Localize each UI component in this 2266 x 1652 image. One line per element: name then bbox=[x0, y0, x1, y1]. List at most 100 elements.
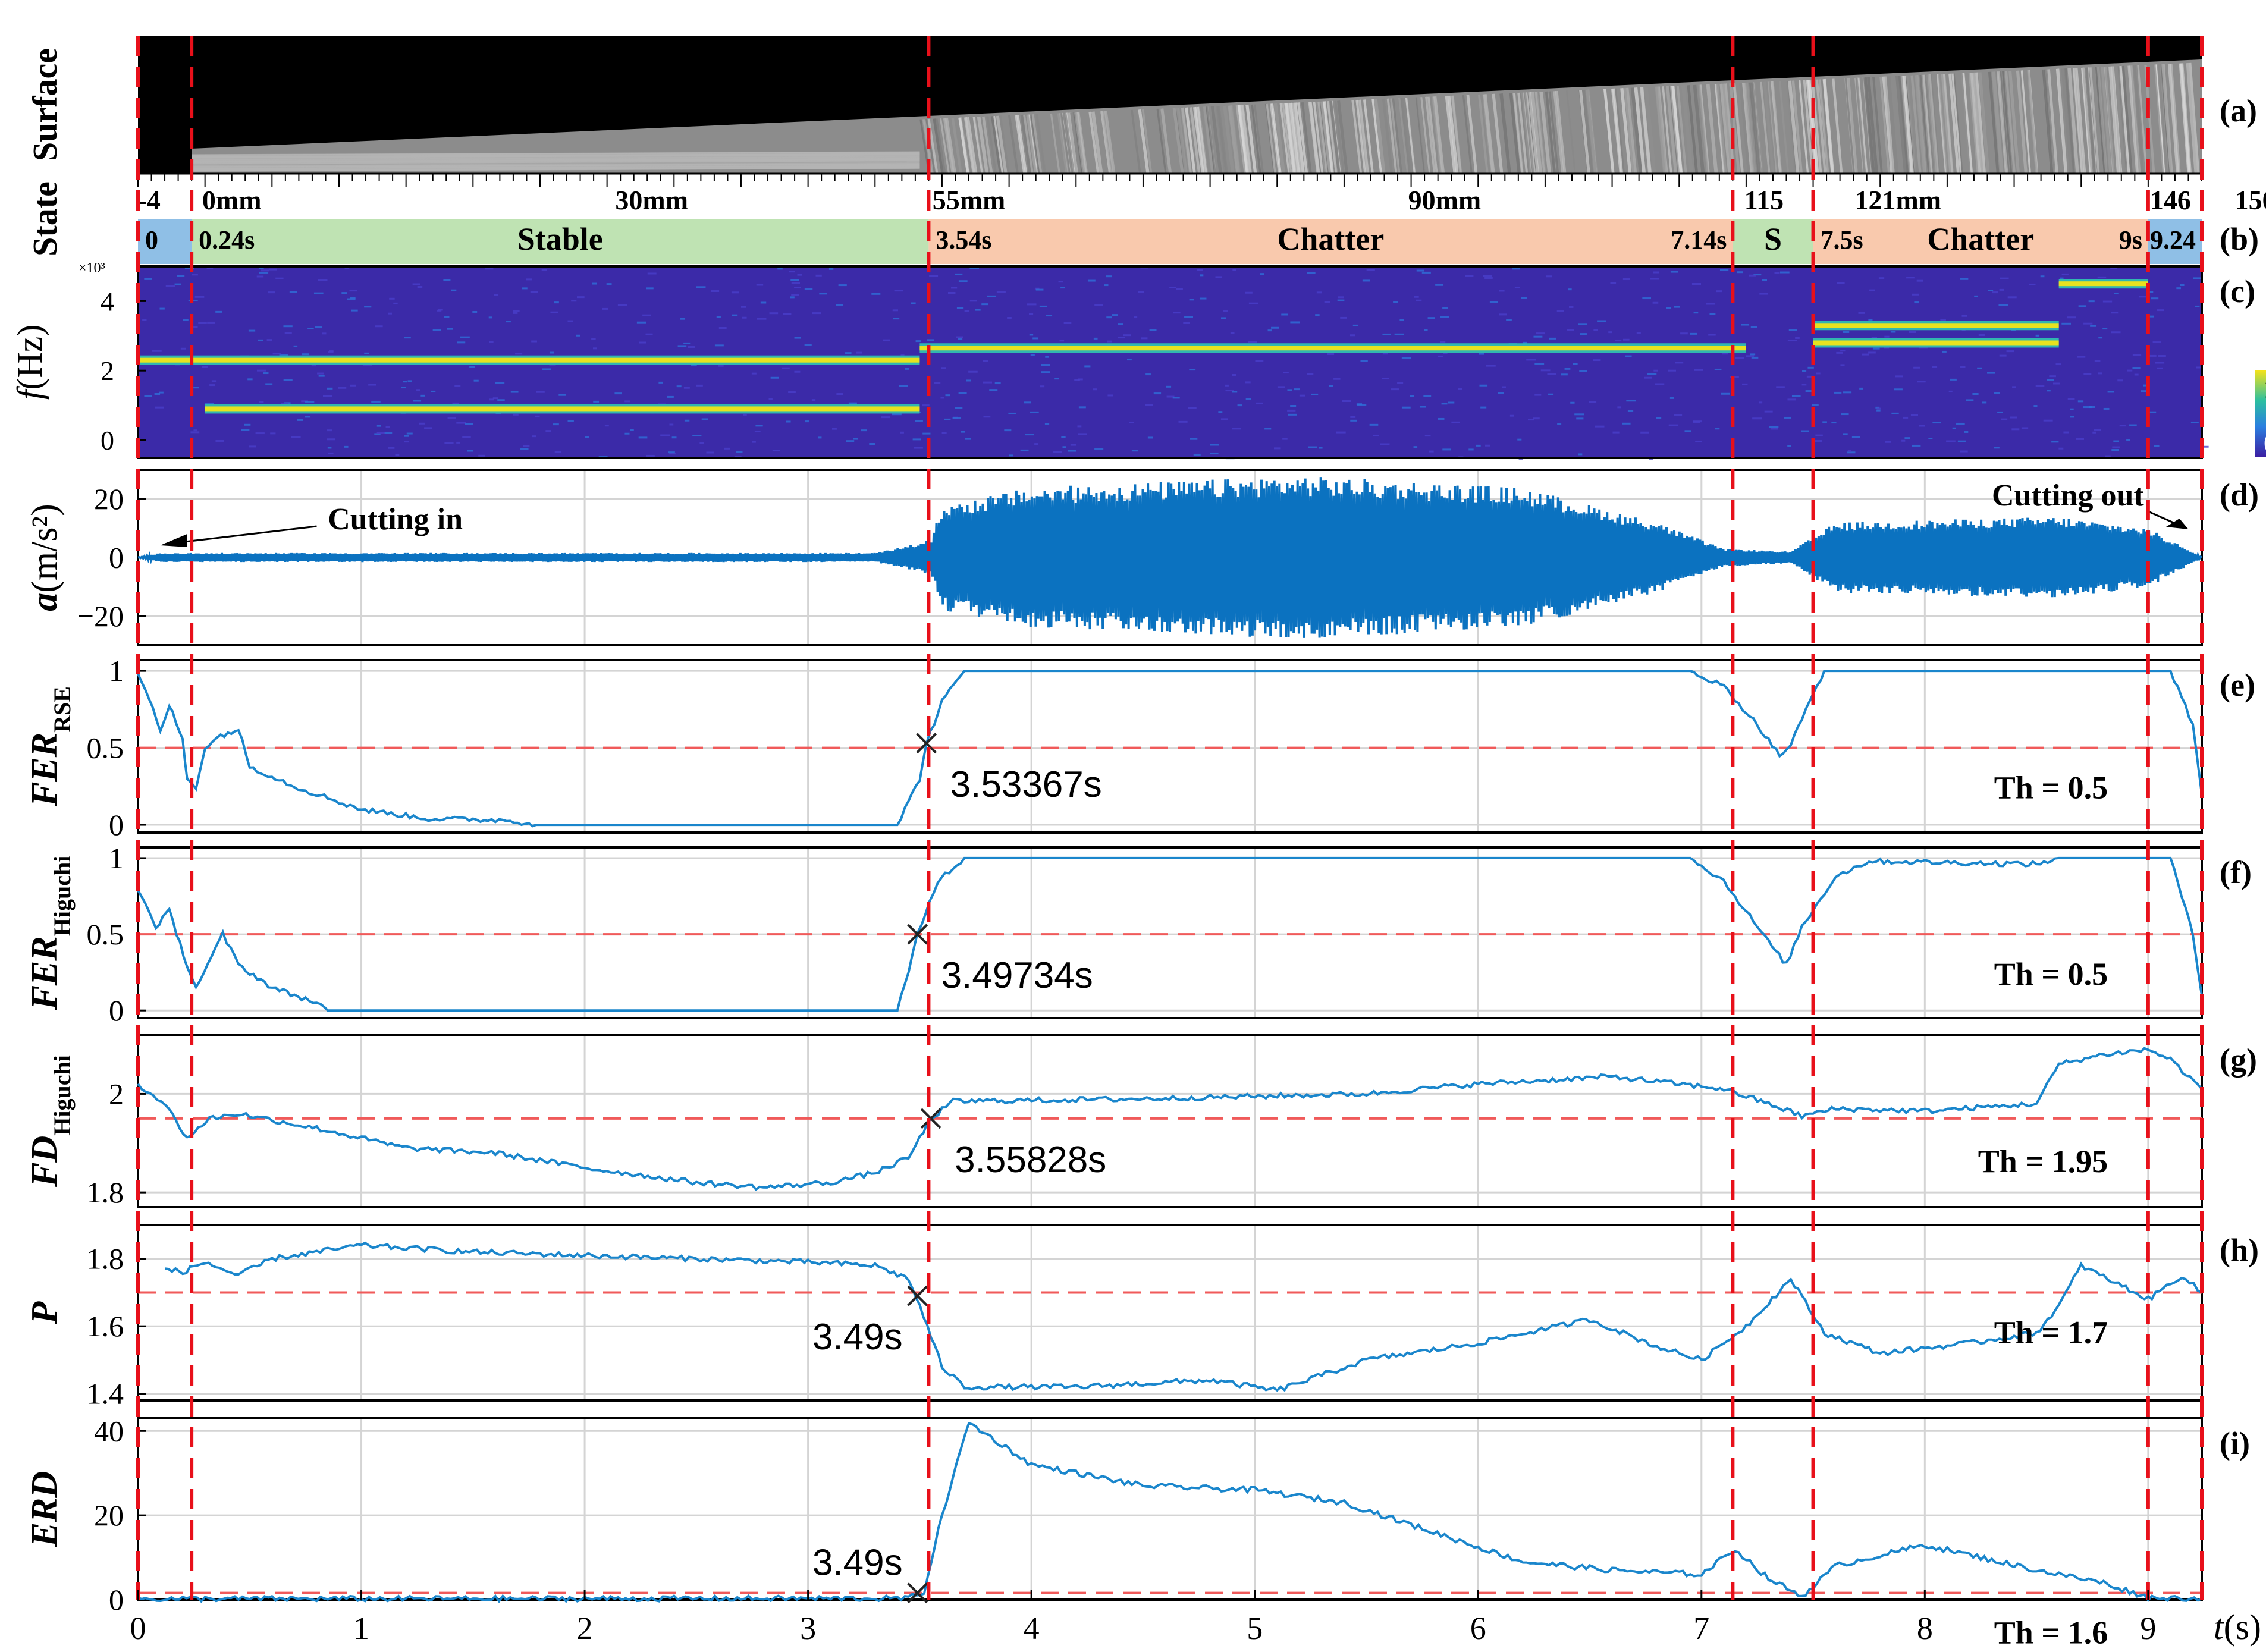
state-segment bbox=[1733, 219, 1813, 264]
heatmap-noise bbox=[1884, 335, 1890, 338]
crossing-marker bbox=[907, 924, 928, 945]
surface-streak bbox=[1584, 89, 1597, 174]
heatmap-noise bbox=[1274, 447, 1281, 450]
heatmap-noise bbox=[1774, 272, 1780, 274]
surface-streak bbox=[1856, 77, 1868, 174]
surface-streak bbox=[1676, 85, 1687, 174]
acceleration-series bbox=[137, 477, 2203, 638]
heatmap-noise bbox=[2098, 337, 2103, 339]
heatmap-noise bbox=[1547, 373, 1557, 376]
surface-streak bbox=[1466, 95, 1478, 174]
heatmap-noise bbox=[812, 312, 821, 315]
surface-streak bbox=[1210, 106, 1223, 174]
heatmap-noise bbox=[1932, 422, 1941, 424]
heatmap-noise bbox=[614, 392, 622, 395]
surface-streak bbox=[1941, 74, 1951, 174]
surface-streak bbox=[2179, 63, 2191, 174]
heatmap-noise bbox=[1946, 440, 1956, 442]
surface-streak bbox=[1420, 97, 1431, 174]
heatmap-noise bbox=[1527, 419, 1534, 421]
heatmap-noise bbox=[263, 372, 269, 375]
surface-streak bbox=[1206, 106, 1216, 174]
heatmap-noise bbox=[2021, 427, 2029, 429]
heatmap-noise bbox=[1549, 337, 1556, 340]
heatmap-noise bbox=[1644, 376, 1652, 379]
heatmap-noise bbox=[154, 392, 161, 395]
heatmap-noise bbox=[772, 449, 781, 451]
heatmap-noise bbox=[1350, 416, 1356, 418]
surface-streak bbox=[1405, 98, 1416, 174]
heatmap-noise bbox=[2001, 418, 2008, 420]
heatmap-noise bbox=[305, 416, 311, 418]
heatmap-noise bbox=[1715, 428, 1720, 430]
heatmap-noise bbox=[1636, 332, 1641, 334]
heatmap-noise bbox=[2000, 277, 2009, 279]
surface-streak bbox=[2104, 67, 2115, 174]
heatmap-noise bbox=[513, 310, 520, 312]
heatmap-noise bbox=[1029, 313, 1034, 315]
heatmap-noise bbox=[1034, 287, 1040, 290]
surface-streak bbox=[1528, 92, 1540, 174]
surface-streak bbox=[1327, 101, 1338, 174]
surface-streak bbox=[1988, 71, 2000, 174]
heatmap-noise bbox=[432, 329, 441, 331]
surface-streak bbox=[1066, 112, 1078, 174]
surface-streak bbox=[1317, 101, 1328, 174]
heatmap-noise bbox=[2158, 355, 2166, 357]
heatmap-noise bbox=[1118, 337, 1125, 339]
heatmap-noise bbox=[1568, 288, 1572, 291]
heatmap-noise bbox=[1691, 282, 1702, 285]
surface-streak bbox=[2047, 69, 2058, 174]
heatmap-noise bbox=[1416, 299, 1422, 301]
heatmap-ridge bbox=[919, 346, 1746, 351]
heatmap-noise bbox=[193, 429, 197, 432]
heatmap-noise bbox=[679, 318, 686, 320]
surface-streak bbox=[1534, 92, 1546, 174]
heatmap-noise bbox=[1210, 444, 1219, 446]
heatmap-noise bbox=[1878, 277, 1885, 279]
heatmap-noise bbox=[1556, 310, 1564, 312]
heatmap-noise bbox=[2132, 354, 2142, 356]
heatmap-noise bbox=[2067, 398, 2075, 401]
ruler-label: 146 bbox=[2150, 185, 2191, 215]
surface-groove bbox=[192, 156, 920, 161]
heatmap-noise bbox=[190, 326, 198, 328]
surface-streak bbox=[2016, 70, 2028, 174]
heatmap-noise bbox=[1868, 351, 1876, 354]
heatmap-noise bbox=[1750, 353, 1756, 356]
state-segment bbox=[928, 219, 1733, 264]
heatmap-noise bbox=[856, 351, 862, 354]
heatmap-noise bbox=[900, 431, 904, 434]
heatmap-noise bbox=[1145, 373, 1151, 376]
heatmap-noise bbox=[791, 294, 799, 296]
heatmap-noise bbox=[1737, 271, 1743, 274]
heatmap-noise bbox=[1695, 440, 1702, 442]
surface-streak bbox=[1539, 92, 1552, 174]
surface-streak bbox=[1687, 85, 1699, 174]
arrow-cutting-in bbox=[164, 525, 317, 545]
heatmap-noise bbox=[1070, 444, 1076, 446]
surface-groove bbox=[192, 153, 920, 158]
heatmap-noise bbox=[1578, 323, 1587, 325]
heatmap-noise bbox=[1960, 450, 1968, 453]
heatmap-noise bbox=[1288, 413, 1297, 416]
heatmap-noise bbox=[1669, 397, 1674, 399]
heatmap-noise bbox=[452, 402, 459, 404]
surface-streak bbox=[1271, 103, 1282, 174]
surface-streak bbox=[1284, 103, 1296, 174]
heatmap-noise bbox=[2190, 421, 2199, 423]
heatmap-noise bbox=[515, 353, 523, 355]
heatmap-noise bbox=[1901, 439, 1906, 442]
surface-groove bbox=[192, 151, 920, 156]
heatmap-noise bbox=[636, 321, 646, 324]
surface-streak bbox=[1997, 71, 2008, 174]
heatmap-noise bbox=[1147, 436, 1153, 439]
heatmap-noise bbox=[489, 341, 494, 343]
heatmap-noise bbox=[2151, 297, 2159, 300]
heatmap-noise bbox=[1030, 354, 1035, 356]
ytick-label: 20 bbox=[94, 1499, 124, 1532]
heatmap-noise bbox=[1779, 271, 1790, 274]
heatmap-noise bbox=[1287, 389, 1292, 391]
heatmap-noise bbox=[256, 369, 266, 372]
surface-streak bbox=[930, 118, 941, 174]
